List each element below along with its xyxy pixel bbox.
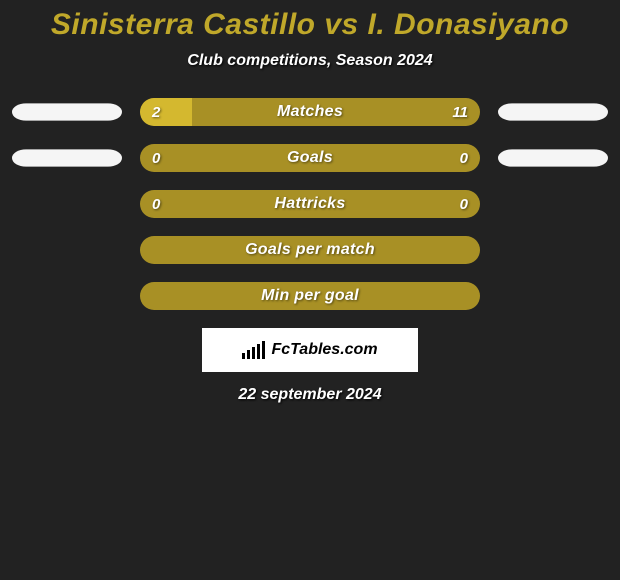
left-pill [12, 236, 122, 264]
bar-label: Matches [140, 98, 480, 126]
stat-row: 0Hattricks0 [0, 190, 620, 218]
right-value: 0 [460, 144, 468, 172]
left-pill [12, 149, 122, 166]
date-label: 22 september 2024 [0, 386, 620, 404]
right-value: 0 [460, 190, 468, 218]
stat-row: Goals per match [0, 236, 620, 264]
right-pill [498, 236, 608, 264]
right-pill [498, 190, 608, 218]
bar-label: Min per goal [140, 282, 480, 310]
stat-row: Min per goal [0, 282, 620, 310]
stats-rows: 2Matches110Goals00Hattricks0Goals per ma… [0, 98, 620, 310]
bar-label: Goals per match [140, 236, 480, 264]
stat-row: 2Matches11 [0, 98, 620, 126]
bar-label: Hattricks [140, 190, 480, 218]
stat-bar: 2Matches11 [140, 98, 480, 126]
right-pill [498, 149, 608, 166]
subtitle: Club competitions, Season 2024 [0, 52, 620, 70]
right-pill [498, 282, 608, 310]
stat-bar: Goals per match [140, 236, 480, 264]
left-pill [12, 282, 122, 310]
comparison-widget: Sinisterra Castillo vs I. Donasiyano Clu… [0, 0, 620, 404]
brand-badge[interactable]: FcTables.com [202, 328, 418, 372]
left-pill [12, 190, 122, 218]
stat-row: 0Goals0 [0, 144, 620, 172]
left-pill [12, 103, 122, 120]
stat-bar: Min per goal [140, 282, 480, 310]
bar-label: Goals [140, 144, 480, 172]
right-value: 11 [452, 98, 468, 126]
stat-bar: 0Goals0 [140, 144, 480, 172]
right-pill [498, 103, 608, 120]
stat-bar: 0Hattricks0 [140, 190, 480, 218]
bar-chart-icon [242, 341, 265, 359]
page-title: Sinisterra Castillo vs I. Donasiyano [0, 8, 620, 42]
brand-text: FcTables.com [271, 341, 377, 359]
